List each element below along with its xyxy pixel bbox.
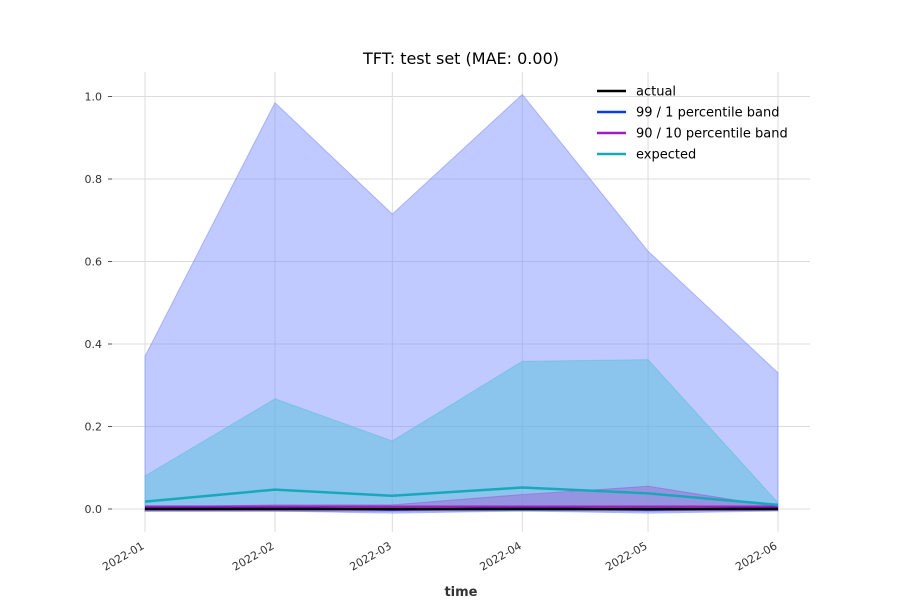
- legend-label: 99 / 1 percentile band: [636, 106, 779, 121]
- legend-item: expected: [597, 148, 696, 163]
- y-tick-label: 0.4: [85, 338, 103, 351]
- legend-label: actual: [636, 85, 676, 100]
- x-tick-label: 2022-06: [733, 539, 779, 573]
- y-tick-label: 0.8: [85, 173, 103, 186]
- band-layer: [144, 93, 779, 514]
- legend-item: actual: [597, 85, 676, 100]
- y-tick-label: 0.2: [85, 421, 103, 434]
- line-layer: [144, 486, 779, 511]
- legend-label: 90 / 10 percentile band: [636, 127, 788, 142]
- y-axis-ticks: 0.0 0.2 0.4 0.6 0.8 1.0: [85, 91, 112, 516]
- x-axis-label: time: [444, 585, 477, 600]
- legend-item: 99 / 1 percentile band: [597, 106, 779, 121]
- x-tick-label: 2022-03: [348, 539, 394, 573]
- x-tick-label: 2022-02: [230, 539, 276, 573]
- y-tick-label: 0.0: [85, 503, 103, 516]
- chart-title: TFT: test set (MAE: 0.00): [362, 49, 559, 68]
- y-tick-label: 1.0: [85, 91, 103, 104]
- x-tick-label: 2022-01: [100, 539, 146, 573]
- x-axis-ticks: 2022-01 2022-02 2022-03 2022-04 2022-05 2022-…: [100, 539, 779, 573]
- line-expected: [144, 486, 779, 507]
- legend: actual 99 / 1 percentile band 90 / 10 perc…: [597, 85, 788, 163]
- y-tick-label: 0.6: [85, 256, 103, 269]
- x-tick-label: 2022-04: [477, 539, 523, 573]
- legend-item: 90 / 10 percentile band: [597, 127, 788, 142]
- x-tick-label: 2022-05: [603, 539, 649, 573]
- legend-label: expected: [636, 148, 696, 163]
